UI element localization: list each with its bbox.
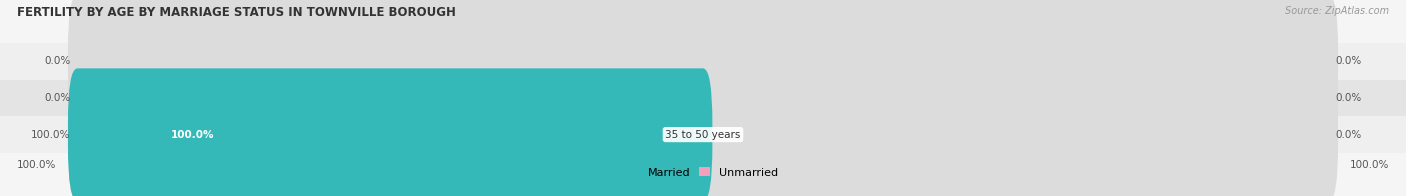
Text: 0.0%: 0.0% xyxy=(1336,56,1362,66)
FancyBboxPatch shape xyxy=(67,0,1339,128)
Text: 100.0%: 100.0% xyxy=(172,130,215,140)
Text: 35 to 50 years: 35 to 50 years xyxy=(665,130,741,140)
FancyBboxPatch shape xyxy=(67,68,713,196)
Text: 0.0%: 0.0% xyxy=(1336,93,1362,103)
Text: 100.0%: 100.0% xyxy=(31,130,70,140)
Text: 0.0%: 0.0% xyxy=(44,93,70,103)
Text: 15 to 19 years: 15 to 19 years xyxy=(665,56,741,66)
Text: 0.0%: 0.0% xyxy=(44,56,70,66)
FancyBboxPatch shape xyxy=(67,32,1339,164)
Text: 100.0%: 100.0% xyxy=(1350,160,1389,170)
Text: 100.0%: 100.0% xyxy=(17,160,56,170)
FancyBboxPatch shape xyxy=(67,68,1339,196)
Text: Source: ZipAtlas.com: Source: ZipAtlas.com xyxy=(1285,6,1389,16)
Legend: Married, Unmarried: Married, Unmarried xyxy=(626,165,780,180)
Text: FERTILITY BY AGE BY MARRIAGE STATUS IN TOWNVILLE BOROUGH: FERTILITY BY AGE BY MARRIAGE STATUS IN T… xyxy=(17,6,456,19)
Text: 0.0%: 0.0% xyxy=(1336,130,1362,140)
Text: 20 to 34 years: 20 to 34 years xyxy=(665,93,741,103)
